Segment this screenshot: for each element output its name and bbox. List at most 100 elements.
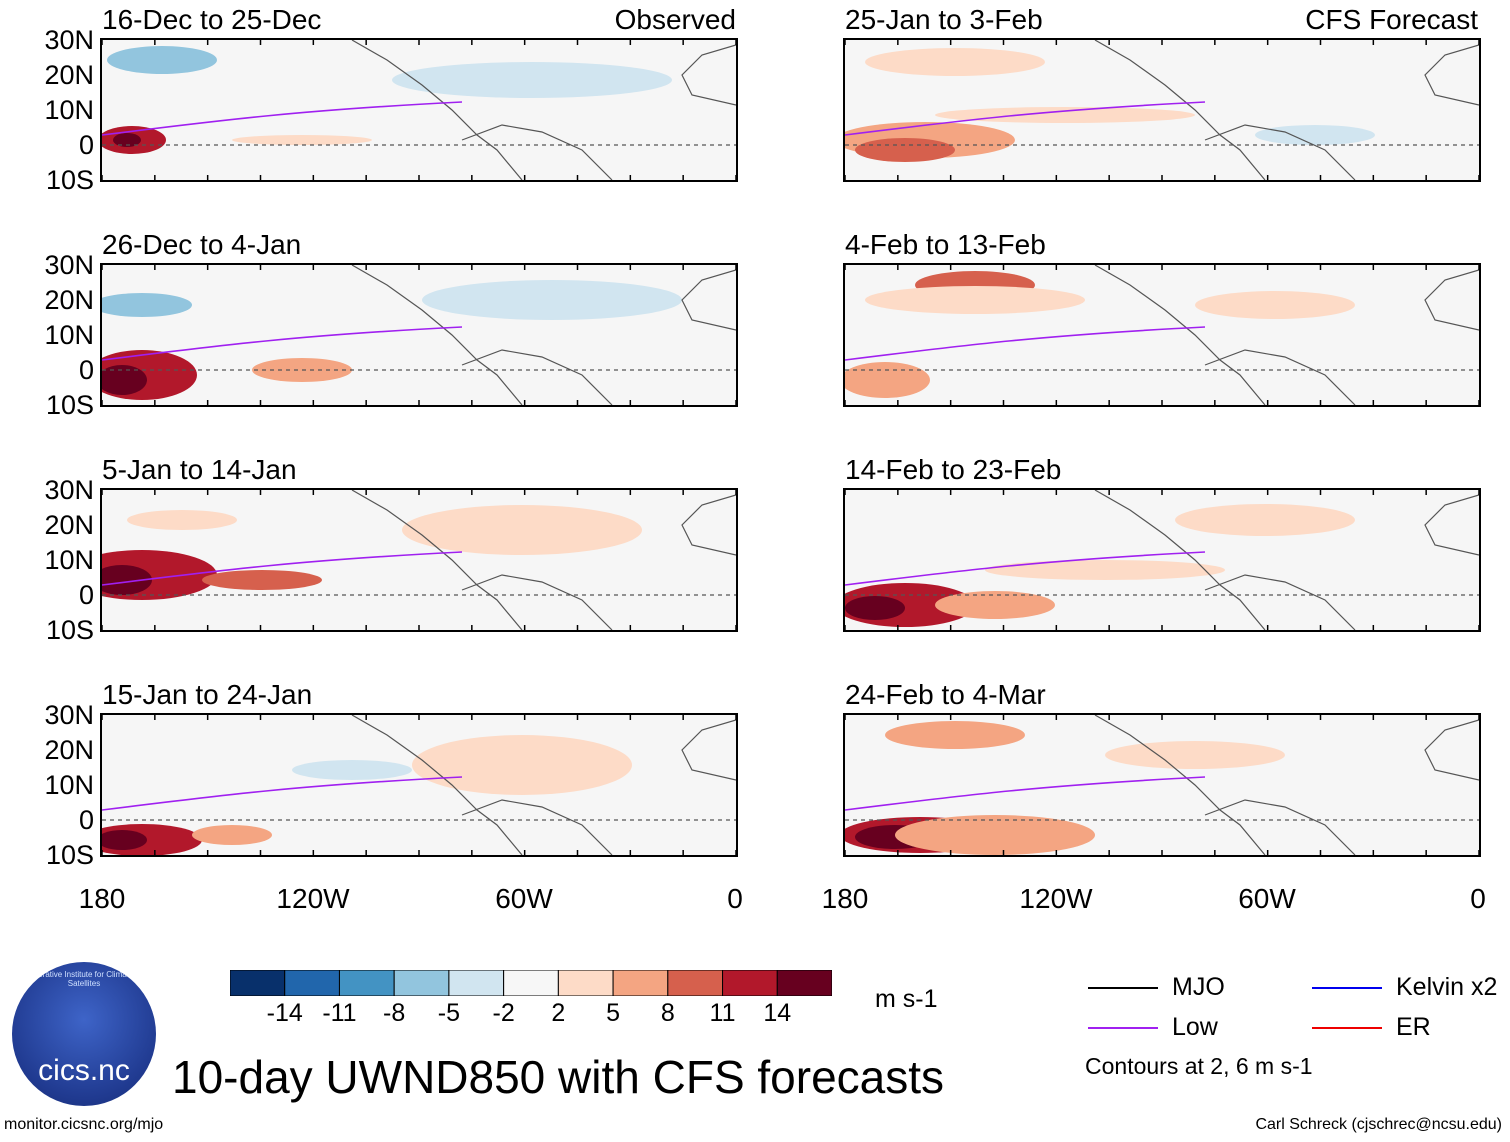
wind-anomaly-shading: [192, 825, 272, 845]
lon-label: 60W: [495, 883, 553, 914]
colorbar-label: -5: [437, 999, 461, 1027]
colorbar: [229, 969, 833, 997]
lat-label: 10S: [45, 390, 94, 420]
colorbar-swatch: [448, 969, 505, 997]
low-contour: [102, 551, 463, 586]
lat-label: 10N: [44, 320, 94, 350]
colorbar-label: 14: [763, 999, 792, 1027]
lat-label: 20N: [44, 60, 94, 90]
map-panel-3: [100, 488, 738, 632]
colorbar-swatch: [229, 969, 286, 997]
legend-item-kelvin: Kelvin x2: [1312, 973, 1497, 1001]
cics-logo: Cooperative Institute for Climate and Sa…: [12, 962, 156, 1106]
colorbar-swatch: [612, 969, 669, 997]
lon-label: 0: [1470, 883, 1486, 914]
colorbar-swatch: [722, 969, 778, 997]
map-panel-7: [843, 488, 1481, 632]
legend-item-er: ER: [1312, 1013, 1431, 1041]
wind-anomaly-shading: [885, 721, 1025, 749]
coastline: [1204, 799, 1356, 855]
low-contour: [845, 101, 1206, 136]
lat-label: 10N: [44, 95, 94, 125]
map-canvas: [845, 715, 1479, 855]
low-contour: [845, 326, 1206, 361]
wind-anomaly-shading: [985, 560, 1225, 580]
wind-anomaly-shading: [935, 107, 1195, 123]
wind-anomaly-shading: [845, 362, 930, 398]
wind-anomaly-shading: [127, 510, 237, 530]
colorbar-label: 11: [709, 999, 736, 1027]
panel-tag-observed: Observed: [614, 4, 736, 35]
figure-title: 10-day UWND850 with CFS forecasts: [172, 1051, 945, 1103]
logo-arc-text: Cooperative Institute for Climate and Sa…: [19, 970, 149, 988]
lon-label: 60W: [1238, 883, 1296, 914]
coastline: [681, 269, 736, 331]
coastline: [1204, 574, 1356, 630]
wind-anomaly-shading: [113, 133, 141, 147]
map-panel-6: [843, 263, 1481, 407]
low-contour: [102, 776, 463, 811]
coastline: [1424, 494, 1479, 556]
wind-anomaly-shading: [855, 138, 955, 162]
colorbar-swatch: [284, 969, 340, 997]
legend-note: Contours at 2, 6 m s-1: [1085, 1053, 1313, 1079]
wind-anomaly-shading: [1175, 504, 1355, 536]
colorbar-swatch: [776, 969, 833, 997]
coastline: [681, 44, 736, 106]
panel-title-8: 24-Feb to 4-Mar: [845, 679, 1046, 710]
wind-anomaly-shading: [412, 735, 632, 795]
coastline: [461, 349, 613, 405]
low-contour: [845, 776, 1206, 811]
lat-label: 10S: [45, 615, 94, 645]
lon-label: 180: [821, 883, 869, 914]
wind-anomaly-shading: [845, 596, 905, 620]
wind-anomaly-shading: [422, 280, 682, 320]
panel-tag-forecast: CFS Forecast: [1305, 4, 1478, 35]
map-panel-2: [100, 263, 738, 407]
legend-item-mjo: MJO: [1088, 973, 1225, 1001]
map-canvas: [102, 265, 736, 405]
wind-anomaly-shading: [1255, 125, 1375, 145]
panel-title-4: 15-Jan to 24-Jan: [102, 679, 313, 710]
lon-label: 180: [78, 883, 126, 914]
lon-label: 120W: [276, 883, 350, 914]
lat-label: 30N: [44, 700, 94, 730]
wind-anomaly-shading: [895, 815, 1095, 855]
colorbar-swatch: [338, 969, 395, 997]
coastline: [461, 124, 613, 180]
coastline: [351, 40, 523, 180]
wind-anomaly-shading: [402, 505, 642, 555]
panel-title-6: 4-Feb to 13-Feb: [845, 229, 1046, 260]
lat-label: 0: [78, 580, 94, 610]
wind-anomaly-shading: [392, 62, 672, 98]
coastline: [461, 799, 613, 855]
low-contour: [102, 326, 463, 361]
legend-swatch: [1312, 987, 1382, 990]
colorbar-label: -11: [322, 999, 357, 1027]
wind-anomaly-shading: [865, 286, 1085, 314]
coastline: [1094, 40, 1266, 180]
lat-label: 20N: [44, 285, 94, 315]
lat-label: 10S: [45, 165, 94, 195]
map-panel-5: [843, 38, 1481, 182]
coastline: [1204, 124, 1356, 180]
wind-anomaly-shading: [1195, 291, 1355, 319]
wind-anomaly-shading: [107, 46, 217, 74]
lat-label: 10S: [45, 840, 94, 870]
lat-label: 0: [78, 355, 94, 385]
lat-label: 0: [78, 805, 94, 835]
coastline: [351, 490, 523, 630]
legend-item-low: Low: [1088, 1013, 1218, 1041]
logo-text: cics.nc: [38, 1054, 130, 1087]
map-canvas: [845, 490, 1479, 630]
colorbar-swatch: [393, 969, 450, 997]
legend-swatch: [1088, 1027, 1158, 1030]
wind-anomaly-shading: [935, 591, 1055, 619]
wind-anomaly-shading: [292, 760, 412, 780]
map-canvas: [845, 265, 1479, 405]
panel-title-2: 26-Dec to 4-Jan: [102, 229, 302, 260]
map-panel-4: [100, 713, 738, 857]
map-canvas: [102, 490, 736, 630]
panel-title-3: 5-Jan to 14-Jan: [102, 454, 297, 485]
colorbar-units: m s-1: [875, 985, 938, 1013]
